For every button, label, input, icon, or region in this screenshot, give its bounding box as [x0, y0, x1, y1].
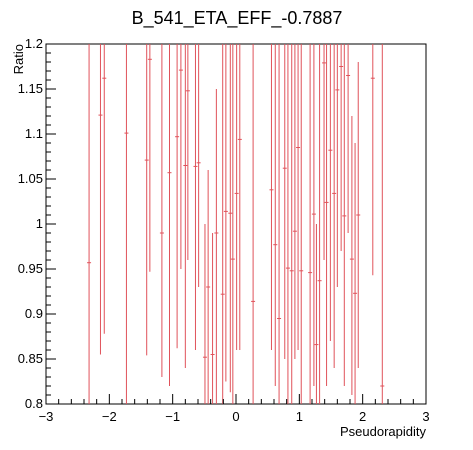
y-tick-label: 0.8	[25, 396, 43, 411]
x-tick-label: 3	[422, 409, 429, 424]
x-axis-label: Pseudorapidity	[340, 424, 426, 439]
y-tick-label: 0.95	[18, 261, 43, 276]
plot-frame	[45, 43, 427, 405]
y-axis-label: Ratio	[11, 44, 26, 74]
x-tick-label: −1	[165, 409, 180, 424]
data-layer	[87, 44, 385, 404]
x-tick-label: 1	[296, 409, 303, 424]
y-tick-label: 1.2	[25, 36, 43, 51]
y-tick-label: 0.85	[18, 351, 43, 366]
y-tick-label: 0.9	[25, 306, 43, 321]
x-tick-label: 2	[359, 409, 366, 424]
axes-layer: −3 −2 −1 0 1 2 3 0.8 0.85 0.9 0.95 1 1.05 1.1 1.15 1.2	[18, 36, 430, 424]
y-tick-label: 1.1	[25, 126, 43, 141]
x-tick-label: −3	[39, 409, 54, 424]
x-tick-label: 0	[232, 409, 239, 424]
x-tick-label: −2	[102, 409, 117, 424]
y-tick-label: 1.05	[18, 171, 43, 186]
chart-title: B_541_ETA_EFF_-0.7887	[132, 8, 343, 29]
y-tick-label: 1	[36, 216, 43, 231]
y-tick-label: 1.15	[18, 81, 43, 96]
